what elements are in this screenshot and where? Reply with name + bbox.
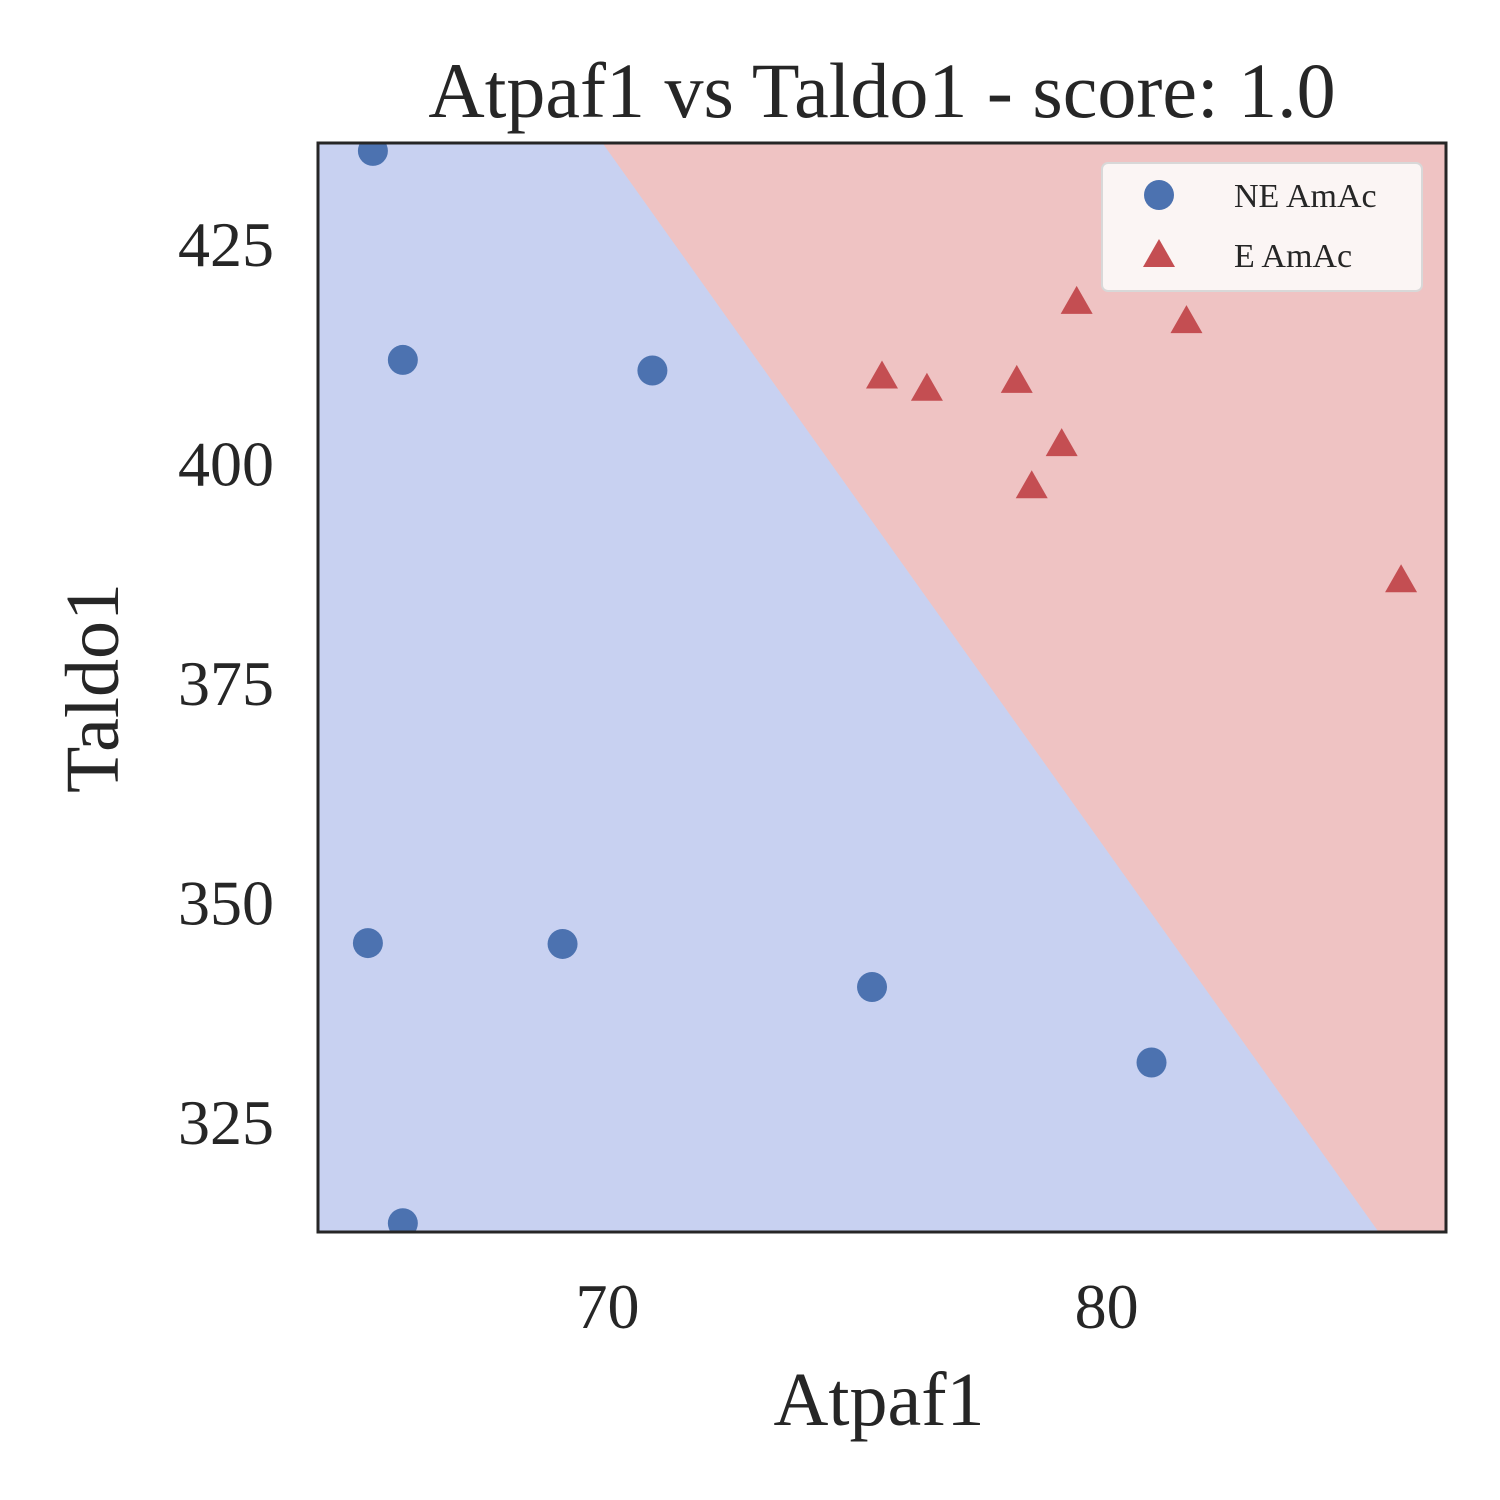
region-e-amac	[602, 143, 1446, 1232]
point-series-0-3	[352, 928, 383, 959]
y-tick-label-4: 425	[178, 209, 274, 280]
point-series-0-5	[857, 971, 888, 1002]
data-points	[352, 143, 1418, 1232]
point-series-1-4	[1170, 305, 1203, 334]
legend-marker-ne-amac	[1144, 180, 1174, 210]
legend: NE AmAc E AmAc	[1101, 162, 1423, 292]
point-series-0-6	[1136, 1047, 1167, 1078]
point-series-1-6	[1015, 470, 1048, 499]
legend-label-e-amac: E AmAc	[1234, 238, 1352, 275]
y-axis-ticks: 325 350 375 400 425	[178, 209, 274, 1158]
point-series-0-1	[387, 344, 418, 375]
point-series-0-4	[547, 928, 578, 959]
point-series-1-1	[910, 372, 943, 401]
y-tick-label-0: 325	[178, 1087, 274, 1158]
y-axis-label: Taldo1	[51, 583, 135, 793]
point-series-0-2	[637, 355, 668, 386]
chart-title: Atpaf1 vs Taldo1 - score: 1.0	[428, 47, 1335, 134]
point-series-0-7	[387, 1208, 418, 1232]
point-series-1-2	[1000, 364, 1033, 393]
decision-regions	[318, 143, 1446, 1232]
x-axis-ticks: 70 80	[575, 1271, 1138, 1342]
y-tick-label-2: 375	[178, 648, 274, 719]
y-tick-label-3: 400	[178, 429, 274, 500]
legend-label-ne-amac: NE AmAc	[1234, 178, 1377, 215]
legend-marker-e-amac	[1143, 239, 1175, 267]
y-tick-label-1: 350	[178, 868, 274, 939]
point-series-0-0	[357, 143, 388, 166]
legend-box	[1101, 162, 1423, 292]
x-axis-label: Atpaf1	[773, 1358, 984, 1442]
point-series-1-3	[1060, 285, 1093, 314]
x-tick-label-1: 80	[1075, 1271, 1139, 1342]
point-series-1-5	[1045, 428, 1078, 457]
point-series-1-7	[1385, 564, 1418, 593]
x-tick-label-0: 70	[575, 1271, 639, 1342]
plot-frame	[316, 141, 1448, 1234]
point-series-1-0	[866, 360, 898, 389]
